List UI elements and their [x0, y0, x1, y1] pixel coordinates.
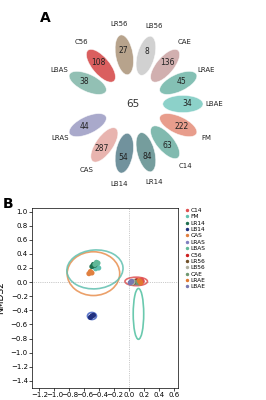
Point — [136, 279, 140, 285]
Point — [137, 278, 141, 284]
Point — [133, 278, 138, 285]
Text: 45: 45 — [177, 77, 187, 86]
Ellipse shape — [115, 133, 134, 173]
Point — [90, 313, 94, 319]
Text: CAS: CAS — [80, 167, 94, 173]
Text: 63: 63 — [163, 141, 173, 150]
Ellipse shape — [69, 71, 106, 94]
Point — [130, 279, 134, 285]
Text: LB56: LB56 — [145, 23, 163, 29]
Point — [132, 279, 136, 285]
Text: LB14: LB14 — [110, 181, 128, 187]
Ellipse shape — [86, 49, 115, 82]
Point — [96, 260, 100, 266]
Point — [131, 278, 135, 285]
Text: 287: 287 — [95, 144, 109, 153]
Ellipse shape — [136, 36, 156, 75]
Ellipse shape — [163, 95, 203, 113]
Ellipse shape — [115, 35, 134, 75]
Ellipse shape — [160, 71, 197, 94]
Text: 84: 84 — [142, 152, 152, 160]
Point — [94, 259, 99, 266]
Point — [138, 278, 142, 285]
Text: FM: FM — [201, 135, 211, 141]
Text: 8: 8 — [145, 48, 149, 56]
Point — [137, 278, 141, 285]
Point — [93, 261, 97, 268]
Text: LRAS: LRAS — [51, 135, 68, 141]
Text: B: B — [3, 197, 13, 211]
Point — [87, 270, 91, 277]
Point — [132, 279, 137, 285]
Text: LR14: LR14 — [145, 179, 163, 185]
Point — [97, 265, 101, 271]
Point — [88, 268, 93, 275]
Point — [135, 278, 139, 284]
Text: LBAS: LBAS — [51, 67, 69, 73]
Legend: C14, FM, LR14, LB14, CAS, LRAS, LBAS, C56, LR56, LB56, CAE, LRAE, LBAE: C14, FM, LR14, LB14, CAS, LRAS, LBAS, C5… — [185, 207, 206, 290]
Point — [129, 279, 133, 285]
Point — [94, 266, 98, 272]
Text: A: A — [40, 11, 51, 25]
Text: C14: C14 — [178, 163, 192, 169]
Circle shape — [120, 91, 146, 117]
Ellipse shape — [151, 126, 180, 159]
Ellipse shape — [69, 114, 106, 137]
Point — [90, 270, 94, 276]
Point — [130, 278, 134, 285]
Text: C56: C56 — [74, 39, 88, 45]
Point — [139, 277, 144, 283]
Point — [88, 314, 93, 321]
Text: 44: 44 — [79, 122, 89, 131]
Text: 34: 34 — [182, 100, 192, 108]
Point — [95, 263, 99, 270]
Point — [131, 280, 135, 286]
Text: LBAE: LBAE — [205, 101, 223, 107]
Point — [93, 262, 97, 268]
Text: LR56: LR56 — [110, 21, 128, 27]
Text: 54: 54 — [119, 152, 128, 162]
Point — [136, 279, 140, 285]
Ellipse shape — [160, 114, 197, 137]
Point — [139, 280, 143, 286]
Point — [91, 312, 95, 318]
Text: 222: 222 — [175, 122, 189, 131]
Point — [134, 278, 138, 285]
Text: 27: 27 — [119, 46, 128, 56]
Point — [90, 263, 94, 270]
Ellipse shape — [151, 49, 180, 82]
Text: LRAE: LRAE — [198, 67, 215, 73]
Text: 108: 108 — [91, 58, 106, 67]
Point — [128, 280, 132, 286]
Ellipse shape — [136, 133, 156, 172]
Text: 136: 136 — [160, 58, 175, 67]
Point — [139, 280, 143, 286]
Y-axis label: NMDS2: NMDS2 — [0, 282, 5, 314]
Point — [140, 278, 144, 285]
Text: CAE: CAE — [178, 39, 192, 45]
Point — [130, 280, 135, 286]
Text: 38: 38 — [79, 77, 89, 86]
Ellipse shape — [91, 128, 118, 162]
Point — [91, 261, 95, 268]
Point — [134, 280, 138, 286]
Text: 65: 65 — [126, 99, 140, 109]
Point — [136, 280, 141, 286]
Point — [132, 278, 137, 285]
